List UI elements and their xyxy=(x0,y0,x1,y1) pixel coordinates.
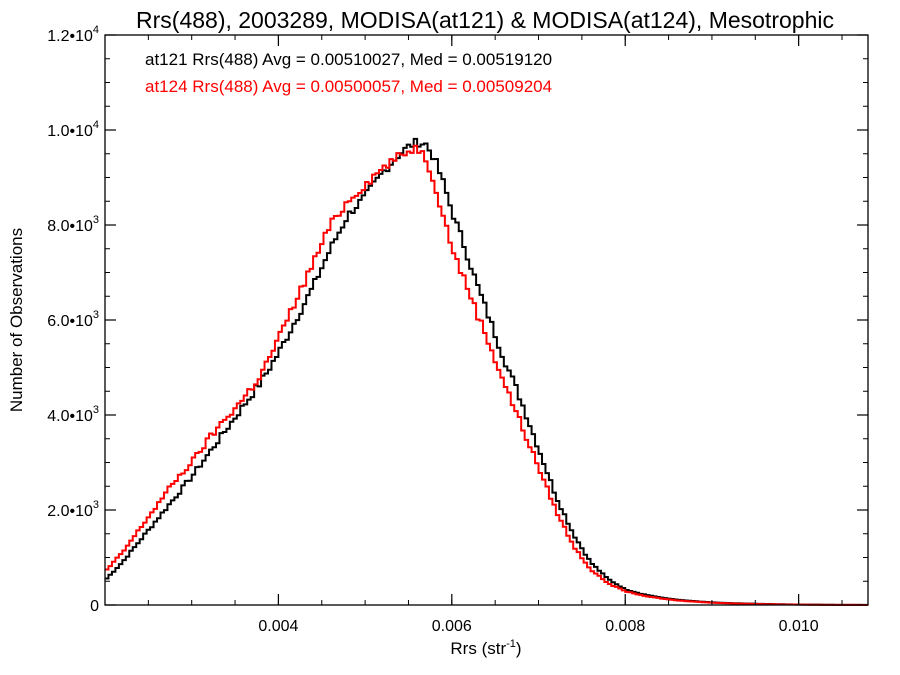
y-tick-label-base: 2.0•10 xyxy=(47,503,93,520)
y-tick-label-exponent: 3 xyxy=(93,214,99,226)
y-tick-label-exponent: 4 xyxy=(93,119,99,131)
y-tick-label: 0 xyxy=(90,598,99,615)
y-tick-label-base: 0 xyxy=(90,598,99,615)
y-tick-label-base: 4.0•10 xyxy=(47,408,93,425)
y-axis-label: Number of Observations xyxy=(7,228,26,412)
x-axis-label-close: ) xyxy=(516,639,522,658)
series-line-at121 xyxy=(105,137,868,606)
x-tick-label: 0.010 xyxy=(779,618,819,635)
x-axis-label: Rrs (str-1) xyxy=(450,638,521,658)
chart-title: Rrs(488), 2003289, MODISA(at121) & MODIS… xyxy=(136,7,834,33)
y-tick-label-base: 6.0•10 xyxy=(47,313,93,330)
y-tick-label-exponent: 3 xyxy=(93,404,99,416)
x-tick-label: 0.006 xyxy=(432,618,472,635)
series-line-at124 xyxy=(105,144,868,606)
x-axis-label-sup: -1 xyxy=(506,638,516,650)
y-tick-label-base: 8.0•10 xyxy=(47,218,93,235)
y-tick-label: 8.0•103 xyxy=(47,214,99,235)
y-tick-label-base: 1.2•10 xyxy=(47,28,93,45)
y-tick-label-exponent: 3 xyxy=(93,309,99,321)
y-tick-label: 1.0•104 xyxy=(47,119,99,140)
y-tick-label: 6.0•103 xyxy=(47,309,99,330)
x-tick-label: 0.008 xyxy=(605,618,645,635)
x-axis-label-main: Rrs (str xyxy=(450,639,506,658)
x-tick-label: 0.004 xyxy=(258,618,298,635)
y-axis-ticks: 02.0•1034.0•1036.0•1038.0•1031.0•1041.2•… xyxy=(47,24,868,615)
x-axis-ticks: 0.004 0.006 0.008 0.010 xyxy=(104,35,843,635)
y-tick-label-base: 1.0•10 xyxy=(47,123,93,140)
annotation-at121: at121 Rrs(488) Avg = 0.00510027, Med = 0… xyxy=(145,50,552,69)
y-tick-label: 1.2•104 xyxy=(47,24,99,45)
y-tick-label: 4.0•103 xyxy=(47,404,99,425)
y-tick-label: 2.0•103 xyxy=(47,499,99,520)
y-tick-label-exponent: 4 xyxy=(93,24,99,36)
annotation-at124: at124 Rrs(488) Avg = 0.00500057, Med = 0… xyxy=(145,77,552,96)
y-tick-label-exponent: 3 xyxy=(93,499,99,511)
series-layer xyxy=(105,137,868,606)
plot-frame xyxy=(104,34,869,606)
